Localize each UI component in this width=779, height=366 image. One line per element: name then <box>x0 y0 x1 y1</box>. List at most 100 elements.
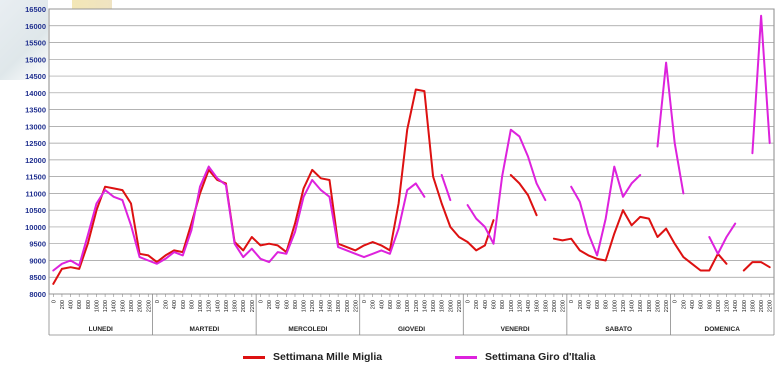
y-tick-label: 15500 <box>25 39 46 48</box>
x-hour-tick-label: 1200 <box>207 300 213 312</box>
x-hour-tick-label: 0 <box>51 300 57 303</box>
y-tick-label: 8000 <box>29 290 46 299</box>
x-hour-tick-label: 600 <box>388 300 394 309</box>
x-hour-tick-label: 1200 <box>414 300 420 312</box>
x-hour-tick-label: 1600 <box>431 300 437 312</box>
y-tick-label: 8500 <box>29 273 46 282</box>
x-hour-tick-label: 800 <box>293 300 299 309</box>
plot-area <box>48 8 775 295</box>
legend-label-mille-miglia: Settimana Mille Miglia <box>273 351 383 363</box>
y-tick-label: 11500 <box>26 173 46 182</box>
x-hour-tick-label: 400 <box>586 300 592 309</box>
x-hour-tick-label: 600 <box>699 300 705 309</box>
x-hour-tick-label: 1200 <box>310 300 316 312</box>
x-hour-tick-label: 1200 <box>517 300 523 312</box>
x-hour-tick-label: 1200 <box>103 300 109 312</box>
x-hour-tick-label: 1200 <box>621 300 627 312</box>
y-tick-label: 9500 <box>29 240 46 249</box>
x-hour-tick-label: 600 <box>595 300 601 309</box>
x-hour-tick-label: 0 <box>258 300 264 303</box>
x-hour-tick-label: 1800 <box>129 300 135 312</box>
x-hour-tick-label: 2000 <box>241 300 247 312</box>
y-tick-label: 13500 <box>25 106 46 115</box>
x-hour-tick-label: 2200 <box>768 300 774 312</box>
x-hour-tick-label: 1800 <box>647 300 653 312</box>
legend-item-giro-italia: Settimana Giro d'Italia <box>455 349 595 365</box>
x-hour-tick-label: 1400 <box>526 300 532 312</box>
x-hour-tick-label: 2000 <box>345 300 351 312</box>
y-tick-label: 9000 <box>29 256 46 265</box>
x-day-label: LUNEDI <box>89 326 113 333</box>
x-hour-tick-label: 1400 <box>422 300 428 312</box>
x-hour-tick-label: 800 <box>604 300 610 309</box>
x-day-label: VENERDI <box>501 326 530 333</box>
x-hour-tick-label: 400 <box>379 300 385 309</box>
x-hour-tick-label: 200 <box>267 300 273 309</box>
y-tick-label: 11000 <box>26 189 46 198</box>
x-hour-tick-label: 2200 <box>353 300 359 312</box>
x-day-label: MARTEDI <box>190 326 220 333</box>
x-day-label: SABATO <box>605 326 632 333</box>
x-hour-tick-label: 2000 <box>655 300 661 312</box>
x-hour-tick-label: 600 <box>181 300 187 309</box>
y-axis: 8000 8500 9000 9500 10000 10500 11000 11500 1200… <box>25 5 46 299</box>
series-line-giro-italia <box>52 14 771 272</box>
x-hour-tick-label: 1600 <box>742 300 748 312</box>
x-hour-tick-label: 600 <box>284 300 290 309</box>
x-hour-tick-label: 200 <box>681 300 687 309</box>
x-hour-tick-label: 800 <box>397 300 403 309</box>
x-hour-tick-label: 1000 <box>198 300 204 312</box>
x-hour-tick-label: 800 <box>707 300 713 309</box>
y-tick-label: 12500 <box>25 139 46 148</box>
y-tick-label: 14500 <box>25 72 46 81</box>
legend-swatch-mille-miglia <box>243 355 265 359</box>
x-hour-tick-label: 400 <box>69 300 75 309</box>
x-hour-tick-label: 400 <box>690 300 696 309</box>
x-hour-tick-label: 1600 <box>535 300 541 312</box>
x-hour-tick-label: 1800 <box>440 300 446 312</box>
x-hour-tick-label: 200 <box>474 300 480 309</box>
x-hour-tick-label: 2000 <box>552 300 558 312</box>
x-hour-tick-label: 200 <box>578 300 584 309</box>
y-tick-label: 14000 <box>25 89 46 98</box>
y-tick-label: 13000 <box>25 122 46 131</box>
legend-swatch-giro-italia <box>455 355 477 359</box>
x-hour-tick-label: 200 <box>371 300 377 309</box>
x-hour-tick-label: 1000 <box>94 300 100 312</box>
x-day-label: GIOVEDI <box>398 326 425 333</box>
x-hour-tick-label: 1400 <box>215 300 221 312</box>
x-hour-tick-label: 1800 <box>543 300 549 312</box>
x-hour-tick-label: 2200 <box>250 300 256 312</box>
x-hour-tick-label: 2000 <box>138 300 144 312</box>
x-hour-tick-label: 1000 <box>302 300 308 312</box>
x-hour-tick-label: 800 <box>189 300 195 309</box>
x-hour-tick-label: 1800 <box>750 300 756 312</box>
y-tick-label: 10000 <box>25 223 46 232</box>
x-hour-tick-label: 1200 <box>725 300 731 312</box>
x-hour-tick-label: 1600 <box>120 300 126 312</box>
x-hour-tick-label: 400 <box>172 300 178 309</box>
background-map-badge <box>72 0 112 10</box>
x-hour-tick-label: 1000 <box>405 300 411 312</box>
x-hour-tick-label: 1000 <box>612 300 618 312</box>
x-hour-tick-label: 800 <box>86 300 92 309</box>
x-hour-tick-label: 1400 <box>319 300 325 312</box>
x-hour-tick-label: 2200 <box>561 300 567 312</box>
x-day-label: DOMENICA <box>705 326 741 333</box>
x-day-label: MERCOLEDI <box>288 326 327 333</box>
x-hour-tick-label: 400 <box>483 300 489 309</box>
x-hour-tick-label: 1000 <box>509 300 515 312</box>
y-tick-label: 10500 <box>25 206 46 215</box>
x-hour-tick-label: 1600 <box>638 300 644 312</box>
x-hour-tick-label: 1400 <box>630 300 636 312</box>
x-hour-tick-label: 200 <box>164 300 170 309</box>
x-hour-tick-label: 1800 <box>233 300 239 312</box>
x-hour-tick-label: 0 <box>155 300 161 303</box>
y-tick-label: 16500 <box>25 5 46 14</box>
x-hour-tick-label: 2200 <box>664 300 670 312</box>
x-hour-tick-label: 200 <box>60 300 66 309</box>
x-hour-tick-label: 800 <box>500 300 506 309</box>
x-hour-tick-label: 600 <box>491 300 497 309</box>
